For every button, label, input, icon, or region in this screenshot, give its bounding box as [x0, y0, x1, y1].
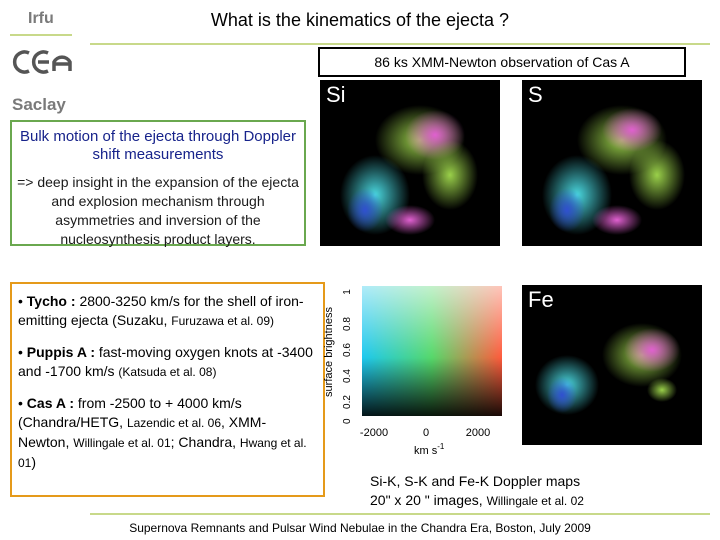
caption-ref: Willingale et al. 02 [486, 494, 584, 508]
ytick-0: 0 [342, 418, 353, 424]
casa-ref1: Lazendic et al. 06 [126, 416, 222, 430]
doppler-color-scale: surface brightness 0 0.2 0.4 0.6 0.8 1 -… [318, 280, 518, 470]
casa-name: Cas A : [26, 395, 74, 411]
doppler-heading: Bulk motion of the ejecta through Dopple… [20, 128, 296, 163]
bullet-tycho: • Tycho : 2800-3250 km/s for the shell o… [18, 293, 304, 328]
saclay-label: Saclay [12, 95, 66, 114]
ytick-3: 0.6 [342, 343, 353, 357]
color-scale-chart: surface brightness 0 0.2 0.4 0.6 0.8 1 -… [323, 286, 502, 457]
puppis-text: fast-moving oxygen knots at -3400 and -1… [18, 344, 313, 379]
tycho-text: 2800-3250 km/s for the shell of iron-emi… [18, 293, 304, 328]
casa-text1: from -2500 to + 4000 km/s (Chandra/HETG, [18, 395, 242, 430]
header-rule-left [10, 34, 72, 36]
casa-text3: ; Chandra, [170, 434, 237, 450]
xtick-1: 0 [423, 427, 429, 439]
maps-caption: Si-K, S-K and Fe-K Doppler maps 20" x 20… [370, 472, 584, 511]
fe-doppler-map: Fe [522, 285, 702, 445]
velocity-bullets-box: • Tycho : 2800-3250 km/s for the shell o… [10, 282, 325, 497]
xlabel-text: km s [414, 445, 438, 457]
xlabel-sup: -1 [437, 442, 445, 451]
doppler-summary-box: Bulk motion of the ejecta through Dopple… [10, 120, 306, 247]
ytick-1: 0.2 [342, 395, 353, 409]
cea-logo [12, 50, 72, 74]
fe-map-image [535, 323, 682, 415]
footer-rule [90, 513, 710, 515]
xtick-2: 2000 [466, 427, 490, 439]
casa-text2: , XMM-Newton, [18, 414, 267, 450]
footer-text: Supernova Remnants and Pulsar Wind Nebul… [129, 521, 591, 535]
xtick-0: -2000 [360, 427, 388, 439]
casa-text4: ) [31, 454, 37, 470]
color-scale-ylabel: surface brightness [323, 307, 335, 397]
observation-label: 86 ks XMM-Newton observation of Cas A [318, 47, 686, 77]
si-doppler-map: Si [320, 80, 500, 246]
color-scale-xlabel: km s-1 [414, 442, 445, 457]
puppis-ref: (Katsuda et al. 08) [118, 365, 217, 379]
ytick-2: 0.4 [342, 369, 353, 383]
casa-ref2: Willingale et al. 01 [73, 436, 171, 450]
si-label: Si [326, 82, 346, 107]
ytick-4: 0.8 [342, 317, 353, 331]
s-doppler-map: S [522, 80, 702, 246]
s-label: S [528, 82, 543, 107]
bullet-casa: • Cas A : from -2500 to + 4000 km/s (Cha… [18, 395, 307, 470]
caption-size: 20" x 20 " images, [370, 492, 483, 508]
s-map-image [542, 105, 685, 235]
si-map-image [340, 105, 478, 235]
tycho-ref: Furuzawa et al. 09) [171, 314, 275, 328]
tycho-name: Tycho : [26, 293, 76, 309]
irfu-label: Irfu [28, 10, 54, 27]
fe-label: Fe [528, 287, 554, 312]
color-scale-shade [362, 286, 502, 416]
casa-ref3: Hwang et al. 01 [18, 436, 307, 470]
header-rule [90, 43, 710, 45]
slide-title: What is the kinematics of the ejecta ? [210, 10, 510, 30]
caption-line2: 20" x 20 " images, Willingale et al. 02 [370, 491, 584, 511]
bullet-puppis: • Puppis A : fast-moving oxygen knots at… [18, 344, 313, 379]
ytick-5: 1 [342, 289, 353, 295]
doppler-body: => deep insight in the expansion of the … [17, 174, 299, 247]
caption-line1: Si-K, S-K and Fe-K Doppler maps [370, 473, 581, 489]
puppis-name: Puppis A : [26, 344, 95, 360]
